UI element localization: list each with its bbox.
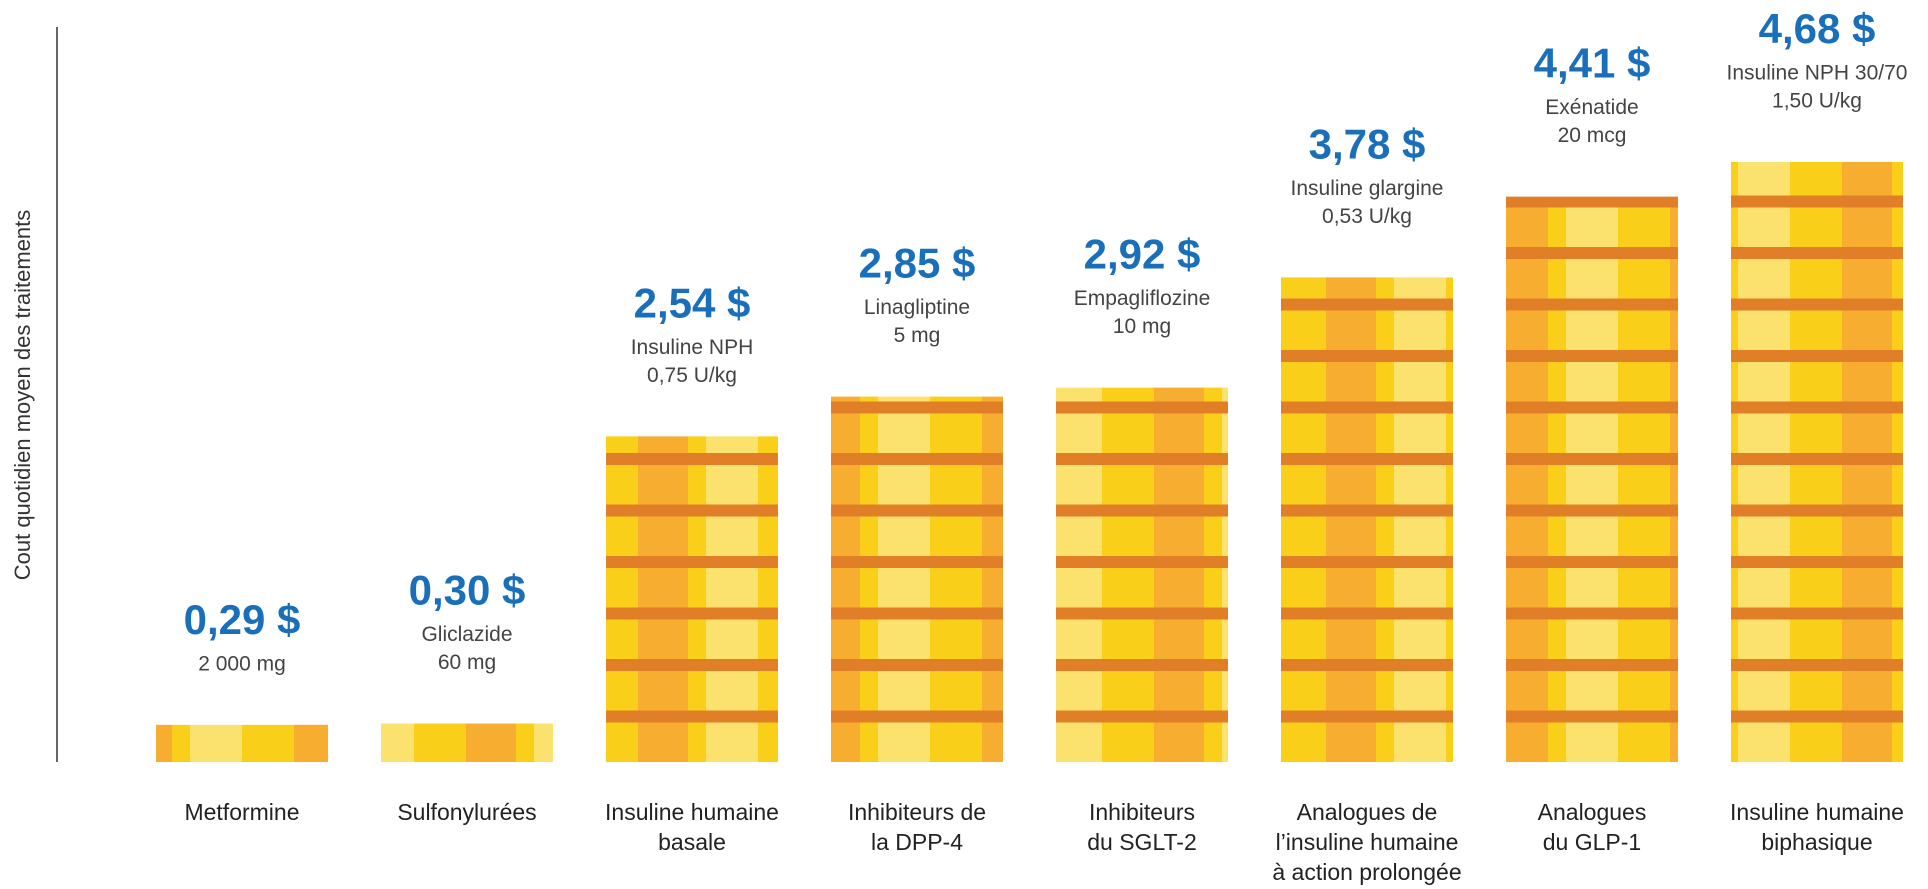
- detail-label: Exénatide: [1545, 96, 1638, 119]
- coin-stack: [831, 396, 1003, 762]
- value-label: 0,30 $: [409, 567, 526, 614]
- coin-stack: [1056, 387, 1228, 762]
- x-tick-label: Insuline humaine: [605, 799, 779, 825]
- coin-stack: [381, 723, 553, 762]
- x-tick-label: du SGLT-2: [1087, 829, 1197, 855]
- coin-stack: [156, 724, 328, 762]
- value-label: 3,78 $: [1309, 120, 1426, 167]
- value-label: 4,41 $: [1534, 40, 1651, 87]
- coin-stack: [606, 436, 778, 762]
- detail-label: Insuline glargine: [1291, 177, 1444, 200]
- value-label: 4,68 $: [1759, 5, 1876, 52]
- y-axis-label: Cout quotidien moyen des traitements: [10, 210, 35, 581]
- x-tick-label: Analogues: [1538, 799, 1647, 825]
- x-tick-label: Inhibiteurs de: [848, 799, 986, 825]
- value-label: 2,92 $: [1084, 231, 1201, 278]
- x-tick-label: basale: [658, 829, 726, 855]
- detail-label: Insuline NPH 30/70: [1727, 62, 1908, 85]
- x-tick-label: biphasique: [1761, 829, 1872, 855]
- coin-stack: [1506, 196, 1678, 763]
- value-label: 2,85 $: [859, 240, 976, 287]
- x-tick-label: l’insuline humaine: [1276, 829, 1459, 855]
- x-tick-label: à action prolongée: [1272, 859, 1461, 885]
- detail-label: 0,75 U/kg: [647, 364, 737, 387]
- detail-label: Linagliptine: [864, 296, 970, 319]
- detail-label: 0,53 U/kg: [1322, 205, 1412, 228]
- coin-stack: [1281, 277, 1453, 762]
- detail-label: 60 mg: [438, 651, 496, 674]
- x-tick-label: Metformine: [184, 799, 299, 825]
- detail-label: 10 mg: [1113, 315, 1171, 338]
- x-tick-label: Sulfonylurées: [397, 799, 536, 825]
- detail-label: Insuline NPH: [631, 336, 754, 359]
- x-tick-label: la DPP-4: [871, 829, 963, 855]
- coin-stack: [1731, 162, 1903, 762]
- value-label: 2,54 $: [634, 279, 751, 326]
- x-tick-label: Inhibiteurs: [1089, 799, 1195, 825]
- x-tick-label: Insuline humaine: [1730, 799, 1904, 825]
- x-tick-label: Analogues de: [1297, 799, 1438, 825]
- detail-label: 5 mg: [894, 324, 941, 347]
- detail-label: Empagliflozine: [1074, 287, 1211, 310]
- detail-label: 1,50 U/kg: [1772, 90, 1862, 113]
- detail-label: 2 000 mg: [198, 652, 286, 675]
- x-tick-label: du GLP-1: [1543, 829, 1641, 855]
- value-label: 0,29 $: [184, 596, 301, 643]
- detail-label: Gliclazide: [421, 623, 512, 646]
- detail-label: 20 mcg: [1558, 124, 1627, 147]
